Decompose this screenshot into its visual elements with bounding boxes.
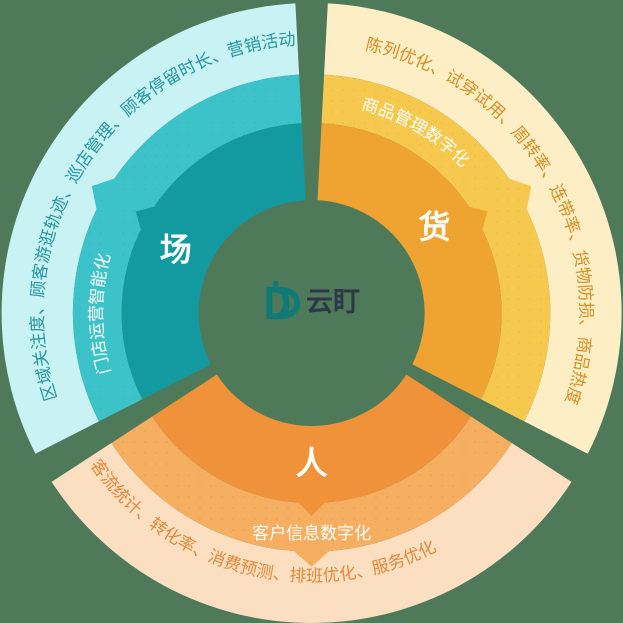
svg-text:人: 人 <box>296 445 328 481</box>
svg-text:客户信息数字化: 客户信息数字化 <box>252 524 371 543</box>
svg-text:场: 场 <box>160 232 192 268</box>
svg-text:云盯: 云盯 <box>306 287 360 317</box>
svg-text:货: 货 <box>418 209 450 245</box>
